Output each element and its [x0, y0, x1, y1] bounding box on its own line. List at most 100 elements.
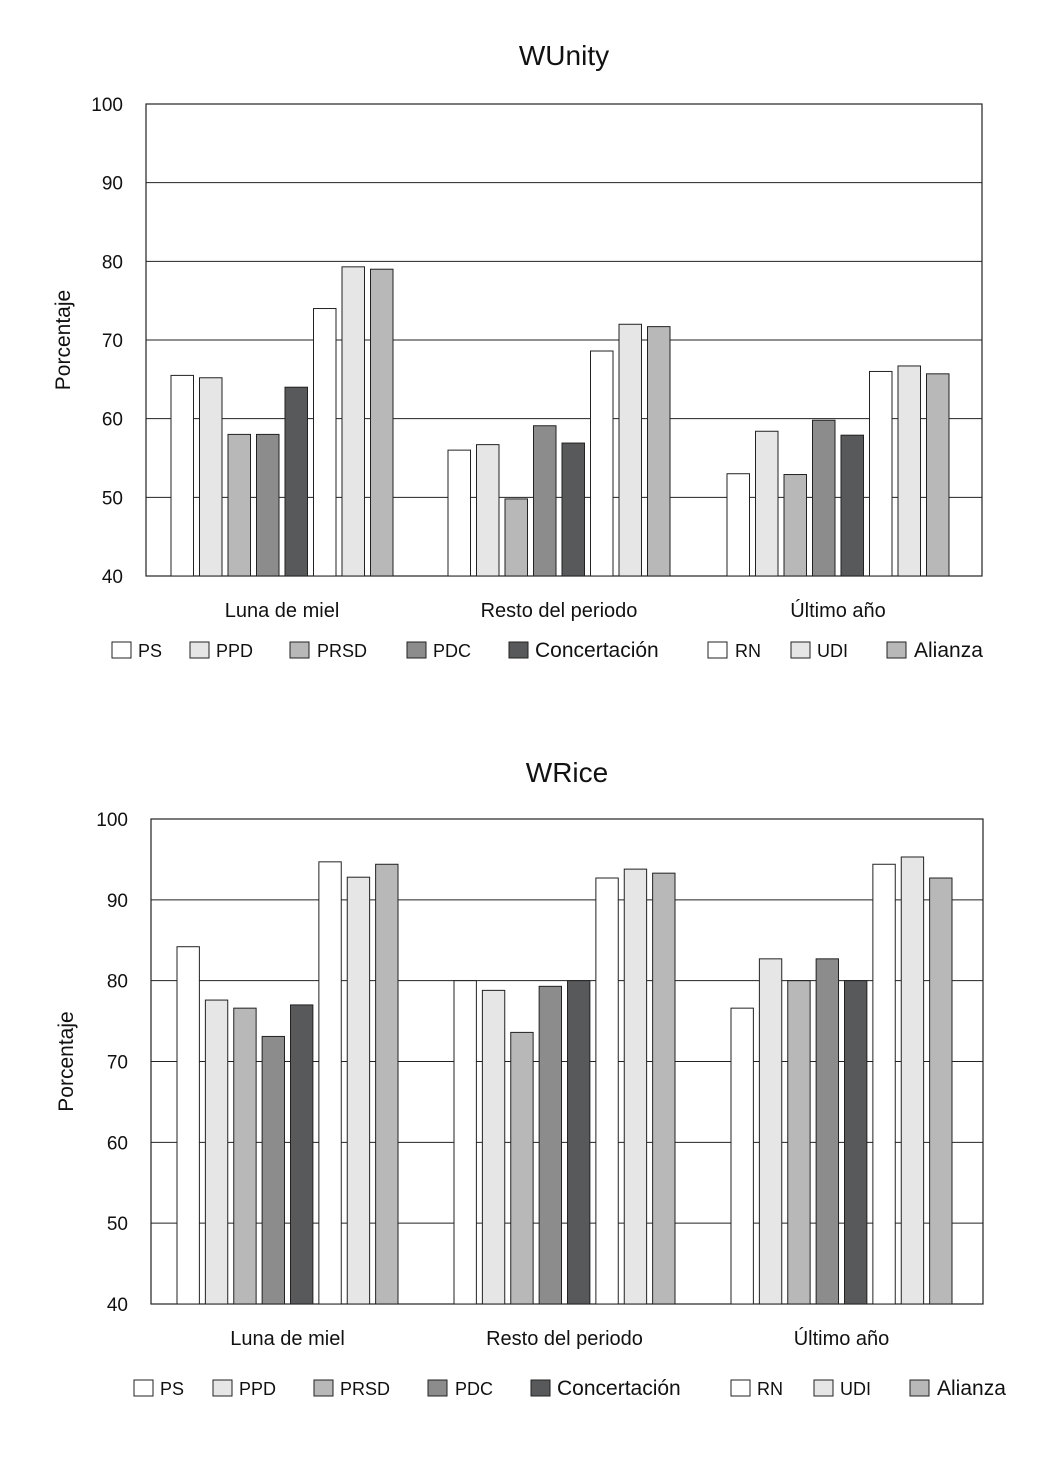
- bar-ps: [453, 980, 477, 1305]
- legend-label: PDC: [455, 1379, 493, 1399]
- bar-udi: [897, 365, 921, 577]
- bar-concertación: [567, 980, 591, 1305]
- x-tick-label: Último año: [790, 599, 886, 622]
- y-tick-label: 100: [91, 95, 123, 116]
- legend-swatch: [508, 641, 529, 659]
- legend-swatch: [189, 641, 210, 659]
- bar-ps: [726, 473, 750, 577]
- legend-swatch: [427, 1379, 448, 1397]
- y-tick-label: 100: [96, 810, 128, 831]
- legend-label: Concertación: [557, 1377, 681, 1400]
- bar-alianza: [926, 373, 950, 577]
- legend-label: PRSD: [340, 1379, 390, 1399]
- bar-udi: [623, 868, 648, 1305]
- legend-swatch: [289, 641, 310, 659]
- y-tick-label: 80: [107, 972, 128, 993]
- legend-swatch: [790, 641, 811, 659]
- legend-label: Concertación: [535, 639, 659, 662]
- bar-ppd: [199, 377, 223, 577]
- bar-pdc: [815, 958, 839, 1305]
- legend-label: PPD: [239, 1379, 276, 1399]
- legend-swatch: [813, 1379, 834, 1397]
- bar-prsd: [233, 1007, 257, 1305]
- y-tick-label: 40: [102, 567, 123, 588]
- bar-udi: [341, 266, 365, 577]
- legend-swatch: [212, 1379, 233, 1397]
- bar-rn: [869, 370, 893, 577]
- bar-prsd: [510, 1031, 534, 1305]
- chart-title: WUnity: [519, 40, 609, 71]
- x-tick-label: Resto del periodo: [481, 600, 638, 622]
- bar-rn: [318, 861, 342, 1305]
- legend-label: UDI: [817, 641, 848, 661]
- bar-udi: [346, 876, 371, 1305]
- bar-ppd: [481, 989, 506, 1305]
- bar-ppd: [204, 999, 229, 1305]
- x-tick-label: Luna de miel: [225, 600, 340, 622]
- y-tick-label: 60: [107, 1133, 128, 1154]
- bar-rn: [590, 350, 614, 577]
- bar-udi: [900, 856, 925, 1305]
- x-tick-label: Luna de miel: [230, 1328, 345, 1350]
- bar-concertación: [840, 434, 864, 577]
- legend-swatch: [406, 641, 427, 659]
- y-tick-label: 60: [102, 410, 123, 431]
- legend-swatch: [111, 641, 132, 659]
- bar-concertación: [561, 442, 585, 577]
- bar-ppd: [755, 430, 779, 577]
- bar-pdc: [533, 425, 557, 577]
- bar-rn: [595, 877, 619, 1305]
- bar-prsd: [783, 474, 807, 577]
- legend-swatch: [530, 1379, 551, 1397]
- legend-label: PS: [160, 1379, 184, 1399]
- y-tick-label: 50: [102, 488, 123, 509]
- bar-alianza: [652, 872, 676, 1305]
- legend-label: RN: [757, 1379, 783, 1399]
- legend-label: Alianza: [937, 1377, 1006, 1400]
- y-tick-label: 90: [107, 891, 128, 912]
- bar-udi: [618, 323, 642, 577]
- legend-swatch: [133, 1379, 154, 1397]
- legend-label: PS: [138, 641, 162, 661]
- y-axis-label: Porcentaje: [52, 290, 75, 390]
- chart-0: WUnity 40 50 60 70 80 90 100 Porcentaje Luna de m…: [52, 40, 983, 662]
- bar-pdc: [256, 433, 280, 577]
- y-axis-label: Porcentaje: [55, 1011, 78, 1111]
- legend-label: PDC: [433, 641, 471, 661]
- bar-ps: [170, 374, 194, 577]
- x-tick-label: Último año: [794, 1327, 890, 1350]
- y-tick-label: 90: [102, 174, 123, 195]
- legend-swatch: [886, 641, 907, 659]
- chart-title: WRice: [526, 757, 608, 788]
- legend-label: RN: [735, 641, 761, 661]
- bar-pdc: [538, 985, 562, 1305]
- bar-ps: [176, 946, 200, 1305]
- x-tick-label: Resto del periodo: [486, 1328, 643, 1350]
- bar-ps: [447, 449, 471, 577]
- y-tick-label: 80: [102, 252, 123, 273]
- bar-prsd: [227, 433, 251, 577]
- legend-swatch: [909, 1379, 930, 1397]
- legend-swatch: [730, 1379, 751, 1397]
- bar-ps: [730, 1007, 754, 1305]
- bar-concertación: [844, 980, 868, 1305]
- y-tick-label: 50: [107, 1214, 128, 1235]
- legend-label: PPD: [216, 641, 253, 661]
- bar-alianza: [647, 326, 671, 577]
- legend-label: UDI: [840, 1379, 871, 1399]
- bar-concertación: [284, 386, 308, 577]
- bar-pdc: [812, 419, 836, 577]
- bar-concertación: [290, 1004, 314, 1305]
- bar-rn: [872, 863, 896, 1305]
- bar-rn: [313, 308, 337, 577]
- bar-prsd: [504, 498, 528, 577]
- bar-ppd: [758, 958, 783, 1305]
- y-tick-label: 70: [102, 331, 123, 352]
- bar-alianza: [929, 877, 953, 1305]
- bar-alianza: [370, 268, 394, 577]
- y-tick-label: 40: [107, 1295, 128, 1316]
- bar-pdc: [261, 1035, 285, 1305]
- bar-ppd: [476, 444, 500, 577]
- legend-swatch: [313, 1379, 334, 1397]
